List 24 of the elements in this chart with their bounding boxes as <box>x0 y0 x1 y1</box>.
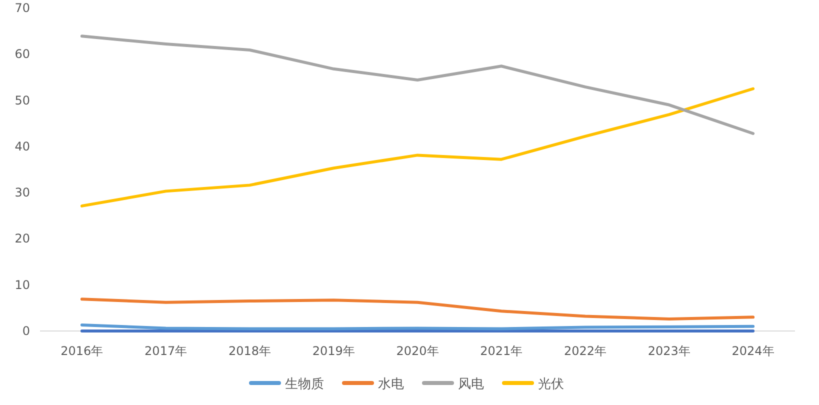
x-tick-label: 2016年 <box>60 344 104 358</box>
legend-label: 生物质 <box>285 377 324 392</box>
y-tick-label: 50 <box>14 93 30 108</box>
y-tick-label: 20 <box>14 232 30 246</box>
x-tick-label: 2023年 <box>648 344 690 358</box>
y-tick-label: 30 <box>14 186 30 200</box>
y-tick-label: 40 <box>14 139 30 154</box>
x-tick-label: 2019年 <box>312 344 355 358</box>
legend-label: 水电 <box>378 377 404 392</box>
x-tick-label: 2018年 <box>228 344 271 358</box>
x-tick-label: 2017年 <box>144 344 188 358</box>
y-tick-label: 60 <box>14 47 30 62</box>
y-tick-label: 70 <box>14 1 30 15</box>
line-series <box>80 87 755 208</box>
y-tick-label: 0 <box>22 324 30 338</box>
line-series <box>80 34 755 136</box>
legend-label: 风电 <box>458 377 484 392</box>
x-tick-label: 2024年 <box>732 344 774 358</box>
x-tick-label: 2020年 <box>396 344 439 358</box>
y-tick-label: 10 <box>14 278 30 292</box>
x-tick-label: 2022年 <box>564 344 607 358</box>
legend-label: 光伏 <box>538 377 564 392</box>
x-tick-label: 2021年 <box>480 344 523 358</box>
line-series <box>80 298 755 321</box>
